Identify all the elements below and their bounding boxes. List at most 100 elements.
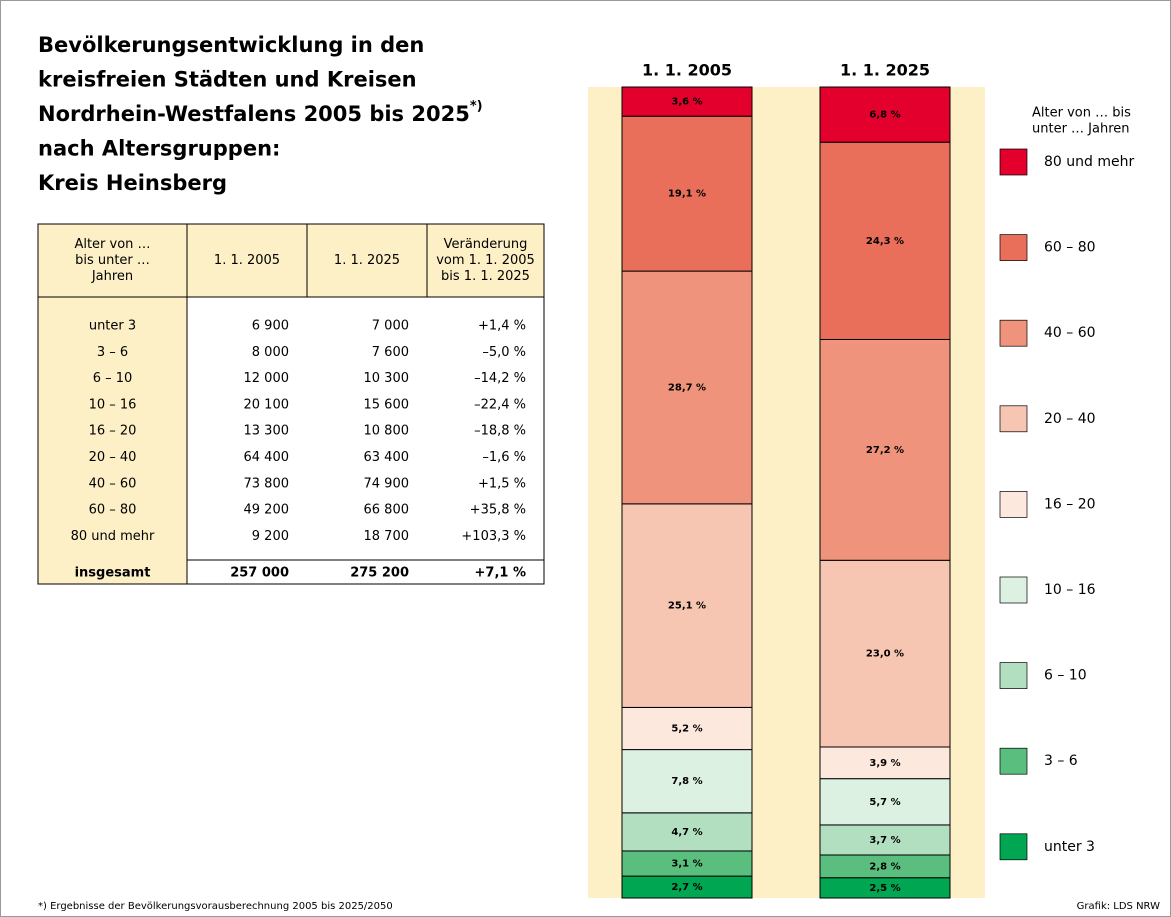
segment-label: 7,8 %: [671, 776, 702, 787]
bar-segment: [621, 706, 753, 751]
title-text: Bevölkerungsentwicklung in den: [38, 33, 424, 57]
segment-label: 5,7 %: [869, 797, 900, 808]
bar-segment: [621, 850, 753, 877]
table-header: Jahren: [91, 269, 133, 284]
table-cell: 8 000: [252, 345, 289, 360]
table-cell: 64 400: [244, 450, 290, 465]
table-cell: –5,0 %: [482, 345, 526, 360]
bar-segment: [621, 749, 753, 814]
table-cell: insgesamt: [75, 566, 151, 581]
table-cell: +1,5 %: [478, 476, 526, 491]
legend-swatch: [999, 662, 1028, 689]
table-cell: 73 800: [244, 476, 290, 491]
table-cell: 66 800: [364, 503, 410, 518]
segment-label: 3,1 %: [671, 859, 702, 870]
legend-label: 16 – 20: [1044, 496, 1096, 512]
table-header: bis unter …: [75, 253, 150, 268]
table-header: Alter von …: [74, 237, 150, 252]
table-first-col-bg: [38, 297, 187, 584]
segment-label: 3,7 %: [869, 835, 900, 846]
table-cell: 10 – 16: [89, 397, 137, 412]
bar-segment: [621, 86, 753, 117]
legend-label: unter 3: [1044, 839, 1095, 855]
title-text: kreisfreien Städten und Kreisen: [38, 68, 417, 92]
table-cell: –14,2 %: [474, 371, 526, 386]
table-cell: 40 – 60: [89, 476, 137, 491]
table-cell: 80 und mehr: [71, 529, 155, 544]
legend-swatch: [999, 148, 1028, 176]
table-cell: 3 – 6: [97, 345, 128, 360]
table-border: [37, 223, 545, 585]
legend-title: unter … Jahren: [1032, 122, 1130, 137]
legend-swatch: [999, 576, 1028, 604]
table-cell: +35,8 %: [470, 503, 526, 518]
table-cell: 10 800: [364, 424, 410, 439]
legend-label: 40 – 60: [1044, 325, 1096, 341]
legend-swatch: [999, 319, 1028, 347]
credit: Grafik: LDS NRW: [1077, 901, 1160, 912]
table-cell: 20 100: [244, 397, 290, 412]
title-line: Nordrhein-Westfalens 2005 bis 2025*): [38, 99, 483, 127]
table-cell: –18,8 %: [474, 424, 526, 439]
bar-segment: [819, 86, 951, 143]
bar-segment: [621, 503, 753, 708]
segment-label: 5,2 %: [671, 724, 702, 735]
table-cell: –22,4 %: [474, 397, 526, 412]
legend-label: 20 – 40: [1044, 411, 1096, 427]
table-cell: 6 – 10: [93, 371, 133, 386]
table-cell: 18 700: [364, 529, 410, 544]
bar-segment: [819, 778, 951, 826]
segment-label: 6,8 %: [869, 110, 900, 121]
bar-segment: [819, 559, 951, 748]
segment-label: 28,7 %: [668, 382, 706, 393]
legend-label: 10 – 16: [1044, 582, 1096, 598]
segment-label: 2,5 %: [869, 883, 900, 894]
category-label: 1. 1. 2025: [840, 61, 930, 80]
legend-swatch: [999, 747, 1028, 775]
table-header: Veränderung: [444, 237, 528, 252]
table-header-bg: [38, 224, 544, 297]
table-cell: 7 000: [372, 319, 409, 334]
table-cell: 74 900: [364, 476, 410, 491]
segment-label: 23,0 %: [866, 649, 904, 660]
footnote: *) Ergebnisse der Bevölkerungsvorausbere…: [38, 901, 393, 912]
table-cell: 60 – 80: [89, 503, 137, 518]
bar-segment: [819, 746, 951, 780]
segment-label: 2,7 %: [671, 882, 702, 893]
title-line: Kreis Heinsberg: [38, 171, 227, 195]
table-cell: +1,4 %: [478, 319, 526, 334]
table-header: 1. 1. 2025: [334, 253, 400, 268]
table-cell: 63 400: [364, 450, 410, 465]
segment-label: 2,8 %: [869, 861, 900, 872]
table-cell: 16 – 20: [89, 424, 137, 439]
legend-label: 6 – 10: [1044, 668, 1087, 684]
bar-segment: [819, 141, 951, 340]
legend-swatch: [999, 491, 1028, 518]
table-cell: 15 600: [364, 397, 410, 412]
segment-label: 24,3 %: [866, 236, 904, 247]
table-cell: 7 600: [372, 345, 409, 360]
segment-label: 25,1 %: [668, 601, 706, 612]
bar-segment: [621, 812, 753, 852]
bar-segment: [621, 115, 753, 272]
table-cell: 20 – 40: [89, 450, 137, 465]
bar-segment: [621, 270, 753, 505]
bar-segment: [819, 824, 951, 856]
segment-label: 4,7 %: [671, 827, 702, 838]
title-line: Bevölkerungsentwicklung in den: [38, 33, 424, 57]
table-cell: 13 300: [244, 424, 290, 439]
table-cell: 49 200: [244, 503, 290, 518]
legend-title: Alter von … bis: [1032, 106, 1131, 121]
legend-swatch: [999, 833, 1028, 861]
table-cell: 12 000: [244, 371, 290, 386]
bar-segment: [819, 338, 951, 561]
segment-label: 27,2 %: [866, 445, 904, 456]
title-note-mark: *): [470, 99, 483, 114]
segment-label: 3,9 %: [869, 758, 900, 769]
legend-label: 3 – 6: [1044, 753, 1078, 769]
table-header: 1. 1. 2005: [214, 253, 280, 268]
category-label: 1. 1. 2005: [642, 61, 732, 80]
table-cell: 275 200: [350, 566, 409, 581]
legend-label: 80 und mehr: [1044, 154, 1134, 170]
